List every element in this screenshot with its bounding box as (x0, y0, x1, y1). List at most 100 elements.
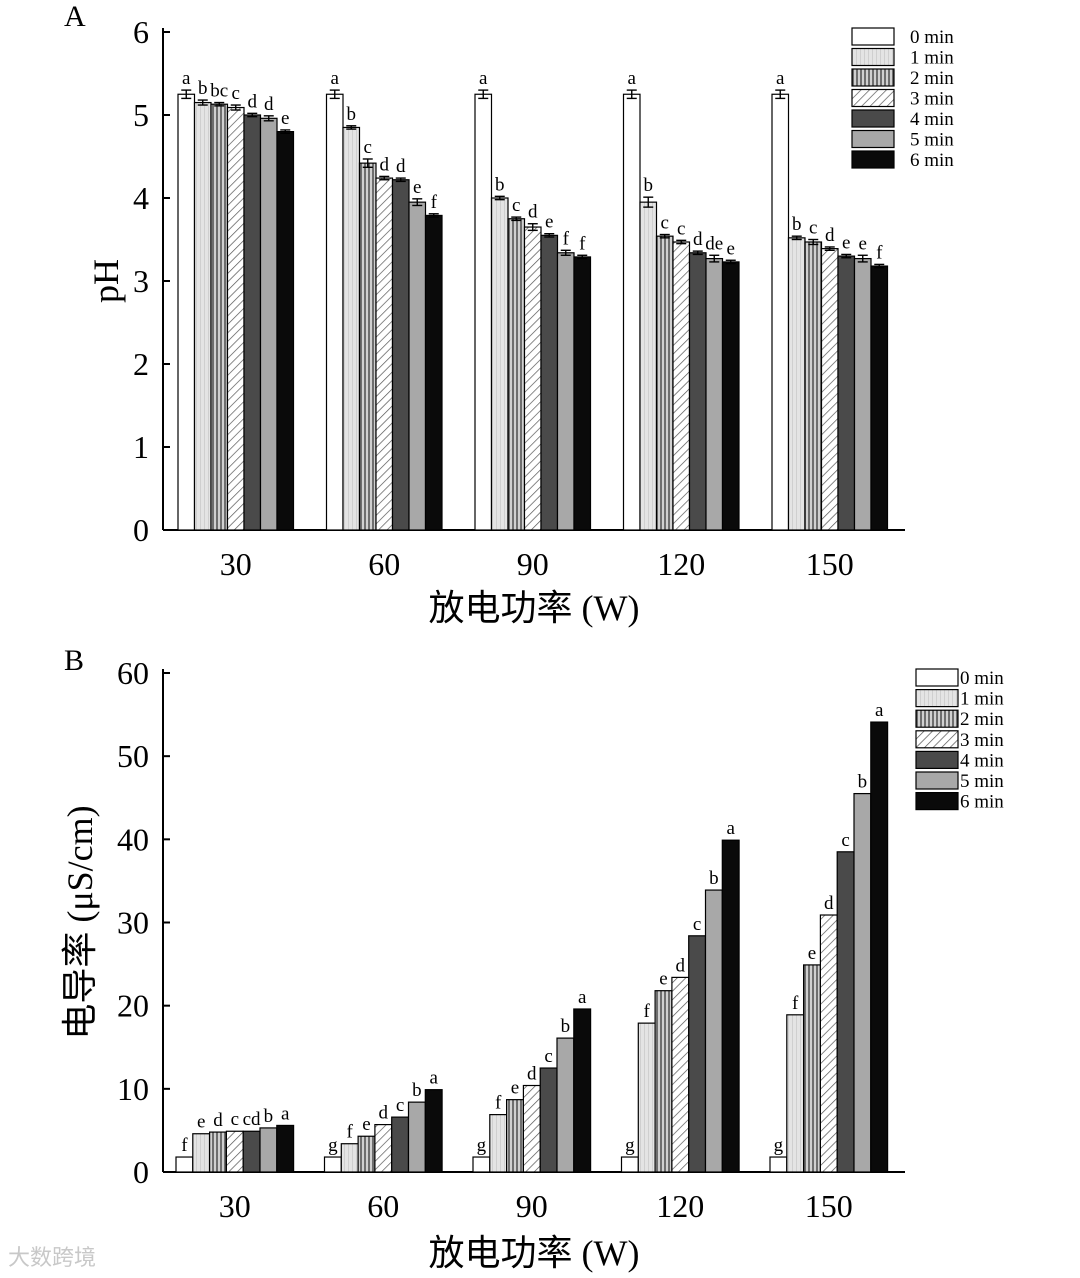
legend-label: 4 min (910, 109, 954, 130)
bar-a-60-4min (391, 179, 410, 531)
significance-label: a (182, 68, 191, 89)
bar-a-90-5min (556, 252, 575, 531)
significance-label: e (659, 969, 667, 990)
bar-a-120-1min (639, 201, 658, 531)
bar-a-60-2min (358, 162, 377, 531)
significance-label: f (181, 1135, 188, 1156)
legend-label: 2 min (960, 709, 1004, 730)
bar-b-150-6min (870, 721, 889, 1173)
bar-b-60-6min (424, 1089, 443, 1173)
significance-label: b (709, 868, 719, 889)
y-tick-label: 2 (133, 346, 149, 382)
significance-label: d (380, 154, 390, 175)
bar-a-150-0min (771, 93, 790, 531)
bar-b-120-1min (637, 1022, 656, 1173)
y-tick-label: 10 (117, 1071, 149, 1107)
significance-label: b (495, 174, 505, 195)
bar-a-60-5min (408, 201, 427, 531)
significance-label: d (676, 955, 686, 976)
legend-label: 0 min (960, 668, 1004, 689)
legend-swatch (851, 88, 895, 108)
x-tick-label: 60 (368, 546, 400, 582)
legend-swatch (915, 771, 959, 790)
significance-label: e (808, 943, 816, 964)
legend-swatch (915, 709, 959, 728)
bar-b-30-5min (259, 1127, 278, 1173)
significance-label: c (231, 1109, 239, 1130)
bar-b-30-1min (192, 1133, 211, 1173)
bar-b-150-3min (819, 914, 838, 1173)
legend-label: 6 min (910, 150, 954, 171)
bar-b-30-4min (242, 1130, 261, 1173)
significance-label: c (232, 83, 240, 104)
bar-a-150-2min (804, 241, 823, 531)
bar-a-120-4min (688, 252, 707, 531)
bar-a-30-5min (259, 117, 278, 531)
legend-label: 3 min (960, 730, 1004, 751)
legend-swatch (851, 109, 895, 128)
significance-label: a (628, 68, 637, 89)
x-tick-label: 150 (805, 1188, 853, 1224)
bar-a-150-6min (870, 265, 889, 531)
significance-label: f (579, 233, 586, 254)
significance-label: d (264, 94, 274, 115)
bar-a-120-6min (721, 261, 740, 531)
significance-label: de (705, 233, 723, 254)
bar-b-90-6min (573, 1008, 592, 1173)
x-tick-label: 90 (516, 1188, 548, 1224)
y-tick-label: 5 (133, 97, 149, 133)
legend-swatch (915, 750, 959, 770)
significance-label: b (644, 175, 654, 196)
significance-label: c (809, 218, 817, 239)
bar-a-150-1min (787, 237, 806, 531)
y-tick-label: 0 (133, 512, 149, 548)
legend-swatch (851, 27, 895, 46)
legend-label: 6 min (960, 792, 1004, 813)
bar-b-90-2min (506, 1099, 525, 1173)
significance-label: a (578, 987, 587, 1008)
significance-label: b (198, 78, 208, 99)
y-axis-title: 电导率 (μS/cm) (60, 805, 100, 1039)
legend-label: 5 min (960, 771, 1004, 792)
bar-b-60-2min (357, 1135, 376, 1173)
significance-label: f (347, 1122, 354, 1143)
significance-label: e (413, 177, 421, 198)
bar-b-150-2min (802, 964, 821, 1173)
bar-b-90-5min (556, 1037, 575, 1173)
bar-a-120-2min (655, 235, 674, 531)
panel-letter-b: B (64, 644, 84, 677)
significance-label: b (347, 104, 357, 125)
significance-label: d (824, 893, 834, 914)
significance-label: e (362, 1114, 370, 1135)
x-axis-title: 放电功率 (W) (429, 1233, 640, 1273)
bar-a-90-4min (540, 234, 559, 531)
bar-b-30-0min (175, 1156, 194, 1173)
y-tick-label: 60 (117, 655, 149, 691)
bar-b-30-2min (209, 1131, 228, 1173)
significance-label: cd (243, 1109, 261, 1130)
legend-label: 5 min (910, 130, 954, 151)
bar-b-150-4min (836, 851, 855, 1173)
bar-b-120-4min (688, 935, 707, 1173)
y-tick-label: 6 (133, 14, 149, 50)
legend-label: 1 min (960, 689, 1004, 710)
bar-a-90-1min (490, 197, 509, 531)
significance-label: e (511, 1078, 519, 1099)
significance-label: g (477, 1135, 487, 1156)
bar-a-30-3min (226, 106, 245, 531)
y-axis-title: pH (86, 259, 126, 303)
significance-label: d (825, 225, 835, 246)
bar-b-120-2min (654, 990, 673, 1173)
significance-label: d (248, 91, 258, 112)
bar-a-90-3min (523, 226, 542, 531)
bar-a-30-1min (193, 101, 212, 531)
significance-label: c (693, 914, 701, 935)
legend-swatch (851, 150, 895, 169)
bar-b-120-3min (671, 976, 690, 1173)
significance-label: b (561, 1016, 571, 1037)
significance-label: e (842, 232, 850, 253)
significance-label: a (726, 818, 735, 839)
bar-a-120-3min (672, 241, 691, 531)
bar-b-90-3min (522, 1084, 541, 1173)
